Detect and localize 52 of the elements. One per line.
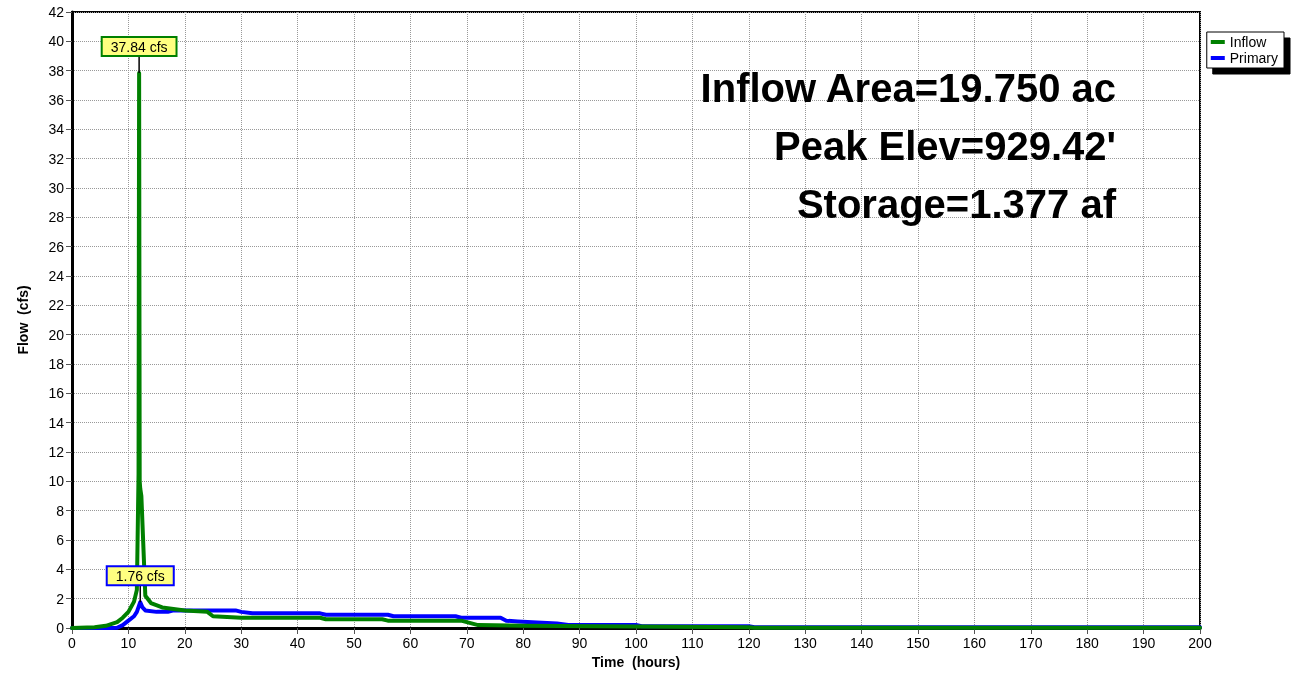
y-tick-label: 36 bbox=[48, 92, 65, 108]
y-tick-label: 8 bbox=[56, 502, 65, 519]
x-tick-label: 140 bbox=[849, 635, 874, 651]
y-tick-label: 16 bbox=[48, 385, 65, 402]
x-tick-label: 120 bbox=[737, 635, 761, 651]
annotation: Storage=1.377 af bbox=[796, 182, 1117, 226]
x-tick-label: 30 bbox=[233, 635, 250, 651]
legend-label: Primary bbox=[1229, 50, 1279, 66]
y-axis-title: Flow (cfs) bbox=[15, 285, 31, 355]
y-tick-label: 34 bbox=[48, 121, 65, 138]
y-tick-label: 32 bbox=[48, 150, 65, 167]
x-tick-label: 160 bbox=[962, 635, 987, 651]
annotation: 1.76 cfs bbox=[115, 568, 165, 585]
x-tick-label: 40 bbox=[289, 635, 306, 651]
y-tick-label: 2 bbox=[56, 590, 65, 607]
x-tick-label: 130 bbox=[793, 635, 818, 651]
y-tick-label: 28 bbox=[48, 209, 65, 226]
x-tick-label: 80 bbox=[515, 635, 532, 651]
annotation: 37.84 cfs bbox=[110, 39, 168, 56]
x-tick-label: 20 bbox=[177, 635, 193, 651]
y-tick-label: 0 bbox=[56, 620, 65, 636]
annotation: Peak Elev=929.42' bbox=[773, 124, 1116, 168]
x-tick-label: 70 bbox=[459, 635, 475, 651]
x-tick-label: 180 bbox=[1075, 635, 1100, 651]
x-tick-label: 100 bbox=[624, 635, 648, 651]
x-tick-label: 190 bbox=[1131, 635, 1156, 651]
y-tick-label: 14 bbox=[48, 414, 65, 431]
y-tick-label: 10 bbox=[48, 473, 65, 490]
y-tick-label: 30 bbox=[48, 180, 65, 196]
legend-label: Inflow bbox=[1229, 34, 1268, 50]
x-tick-label: 50 bbox=[346, 635, 362, 651]
x-tick-label: 0 bbox=[68, 635, 77, 651]
x-tick-label: 200 bbox=[1188, 635, 1212, 651]
y-tick-label: 26 bbox=[48, 238, 65, 255]
x-axis-title: Time (hours) bbox=[591, 653, 681, 670]
annotation: Inflow Area=19.750 ac bbox=[700, 66, 1116, 110]
x-tick-label: 150 bbox=[906, 635, 930, 651]
y-tick-label: 22 bbox=[48, 297, 65, 314]
y-tick-label: 6 bbox=[56, 532, 65, 548]
x-tick-label: 170 bbox=[1019, 635, 1043, 651]
y-tick-label: 18 bbox=[48, 356, 65, 372]
y-tick-label: 42 bbox=[48, 4, 65, 20]
x-tick-label: 10 bbox=[120, 635, 137, 651]
y-tick-label: 20 bbox=[48, 326, 65, 343]
y-tick-label: 40 bbox=[48, 33, 65, 50]
x-tick-label: 110 bbox=[681, 635, 704, 651]
y-tick-label: 4 bbox=[56, 561, 65, 578]
y-tick-label: 38 bbox=[48, 62, 65, 79]
x-tick-label: 60 bbox=[402, 635, 419, 651]
x-tick-label: 90 bbox=[571, 635, 588, 651]
y-tick-label: 24 bbox=[48, 268, 65, 284]
y-tick-label: 12 bbox=[48, 444, 65, 460]
